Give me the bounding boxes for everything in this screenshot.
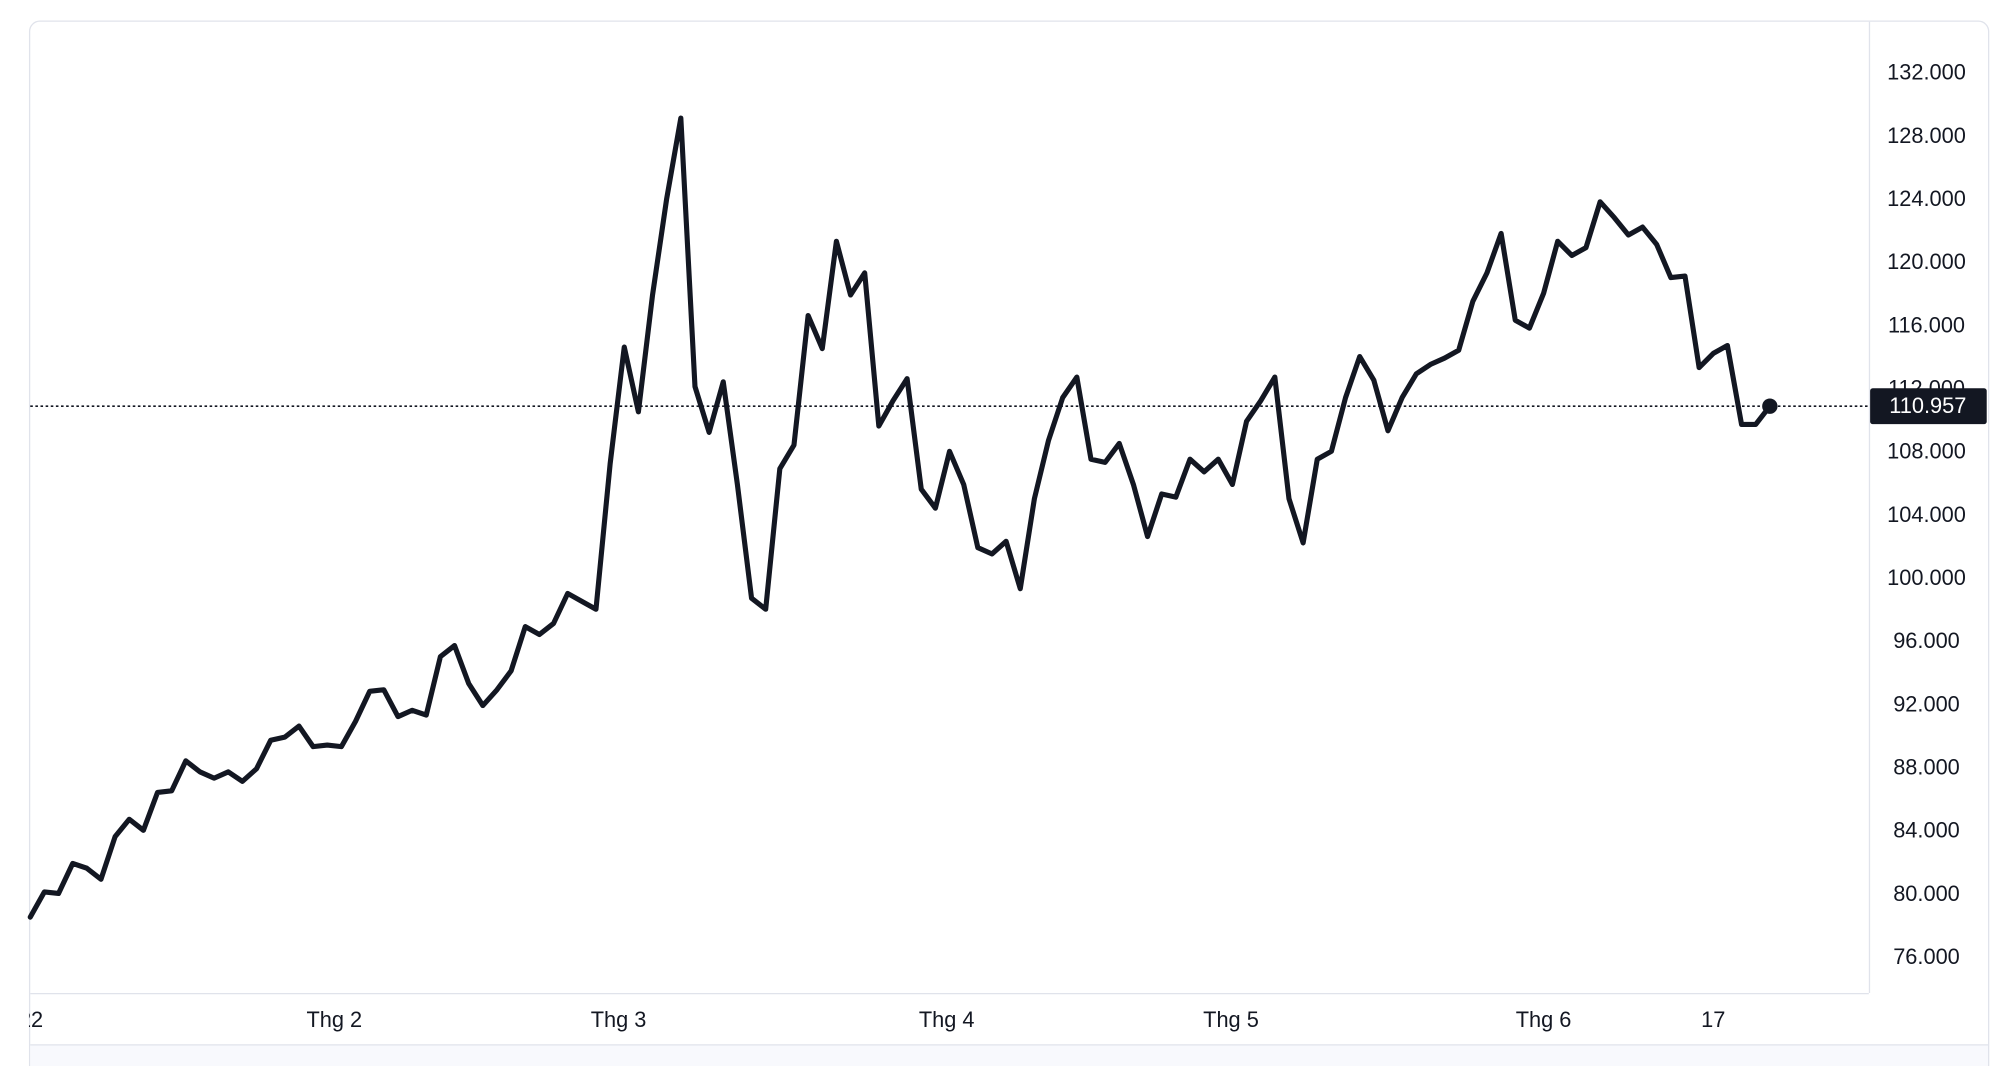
y-tick-label: 96.000: [1893, 628, 1960, 653]
y-tick-label: 132.000: [1887, 60, 1966, 85]
y-tick-label: 88.000: [1893, 754, 1960, 779]
x-tick-label: 17: [1701, 1007, 1725, 1032]
price-line: [27, 115, 1773, 920]
last-price-badge: [1870, 388, 1987, 425]
last-point: [1762, 398, 1778, 414]
x-tick-label: 2022: [0, 1007, 43, 1032]
y-tick-label: 128.000: [1887, 123, 1966, 148]
y-tick-label: 116.000: [1888, 312, 1965, 337]
y-tick-label: 120.000: [1887, 249, 1966, 274]
y-tick-label: 76.000: [1893, 944, 1960, 969]
x-tick-label: Thg 5: [1203, 1007, 1259, 1032]
y-tick-label: 80.000: [1893, 881, 1960, 906]
x-tick-label: Thg 6: [1516, 1007, 1572, 1032]
y-tick-label: 92.000: [1893, 691, 1960, 716]
x-tick-label: Thg 4: [919, 1007, 975, 1032]
last-price-label: 110.957: [1889, 393, 1966, 418]
y-tick-label: 124.000: [1887, 186, 1966, 211]
y-tick-label: 108.000: [1887, 439, 1966, 464]
x-tick-label: Thg 2: [306, 1007, 362, 1032]
y-tick-label: 104.000: [1887, 502, 1966, 527]
x-tick-label: Thg 3: [591, 1007, 647, 1032]
x-axis-labels: 2022 Thg 2 Thg 3 Thg 4 Thg 5 Thg 6 17: [0, 1007, 1725, 1032]
y-tick-label: 100.000: [1887, 565, 1966, 590]
bottom-panel: [30, 1045, 1988, 1066]
y-tick-label: 84.000: [1893, 818, 1960, 843]
